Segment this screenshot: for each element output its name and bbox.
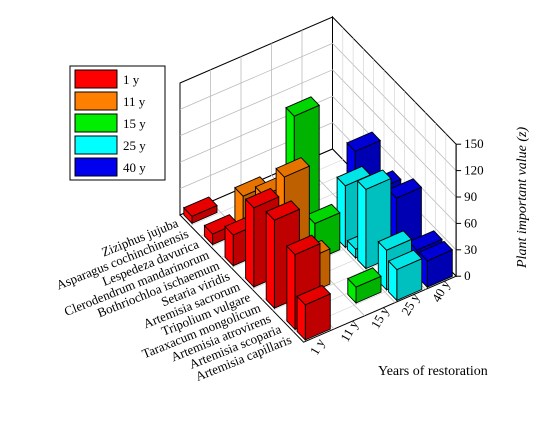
z-tick-label: 90: [464, 189, 477, 204]
legend-swatch: [74, 157, 118, 177]
legend-swatch: [74, 135, 118, 155]
bar-25y-11: [387, 249, 423, 302]
bar-front-face: [357, 179, 367, 270]
bar-top-face: [336, 165, 372, 187]
bar-top-face: [296, 284, 332, 306]
z-tick-label: 150: [464, 136, 484, 151]
bar-top-face: [346, 131, 381, 152]
bar-top-face: [305, 203, 341, 225]
bar-1y-11: [296, 284, 332, 342]
bar-front-face: [265, 210, 275, 310]
bar-top-face: [275, 157, 311, 178]
legend-label: 40 y: [123, 160, 146, 175]
bar-front-face: [245, 198, 255, 289]
z-axis-title: Plant important value (z): [515, 127, 530, 269]
bar-top-face: [285, 96, 320, 117]
bar-1y-0: [183, 196, 218, 225]
legend-label: 1 y: [123, 72, 140, 87]
bar-15y-10: [347, 267, 382, 305]
bar-top-face: [265, 200, 301, 221]
legend-swatch: [74, 91, 118, 111]
legend-swatch: [74, 69, 118, 89]
chart-bars: [183, 96, 454, 342]
bar-top-face: [347, 267, 382, 288]
legend-label: 15 y: [123, 116, 146, 131]
bar-top-face: [387, 249, 423, 271]
x-axis-title: Years of restoration: [378, 364, 488, 379]
chart-legend: 1 y 11 y 15 y 25 y 40 y: [69, 65, 166, 181]
bar-top-face: [356, 169, 392, 190]
year-tick-label: 1 y: [307, 335, 328, 357]
legend-label: 25 y: [123, 138, 146, 153]
bar-top-face: [387, 178, 423, 199]
bar-front-face: [286, 244, 296, 331]
z-tick-label: 30: [464, 242, 477, 257]
bar-top-face: [408, 230, 443, 251]
z-tick-label: 0: [464, 268, 471, 283]
bar-top-face: [377, 230, 413, 251]
bar-top-face: [183, 196, 218, 217]
bar-top-face: [244, 187, 280, 209]
bar-top-face: [418, 240, 454, 262]
z-tick-label: 60: [464, 215, 477, 230]
z-tick-label: 120: [464, 163, 484, 178]
legend-swatch: [74, 113, 118, 133]
legend-label: 11 y: [123, 94, 146, 109]
bar-top-face: [286, 234, 321, 256]
chart-axes: [455, 143, 462, 277]
